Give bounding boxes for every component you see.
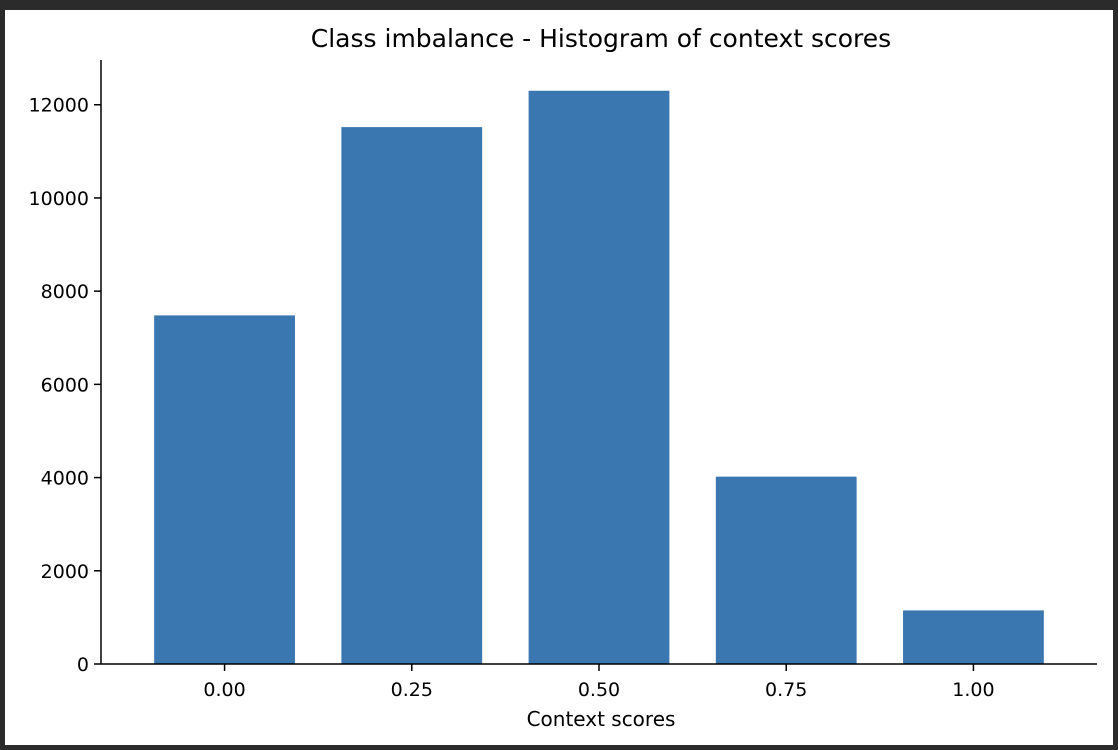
bar-0.50 — [528, 90, 670, 664]
bars-group — [154, 90, 1044, 665]
x-tick-label: 0.25 — [391, 679, 433, 701]
bar-0.00 — [154, 315, 295, 664]
x-axis: 0.00 0.25 0.50 0.75 1.00 — [101, 663, 1097, 701]
bar-0.75 — [715, 476, 857, 664]
x-tick-label: 0.75 — [765, 679, 807, 701]
y-tick-label: 4000 — [41, 468, 89, 490]
y-tick-label: 8000 — [41, 281, 89, 303]
y-ticks: 0 2000 4000 6000 8000 10000 12000 — [29, 95, 101, 676]
x-tick-label: 0.50 — [578, 679, 620, 701]
y-tick-label: 12000 — [29, 95, 89, 117]
y-tick-label: 2000 — [41, 561, 89, 583]
bar-chart: Class imbalance - Histogram of context s… — [29, 24, 1097, 731]
bar-1.00 — [903, 610, 1044, 664]
y-axis: 0 2000 4000 6000 8000 10000 12000 — [29, 60, 102, 676]
chart-canvas: Class imbalance - Histogram of context s… — [5, 10, 1113, 745]
chart-title: Class imbalance - Histogram of context s… — [311, 24, 891, 53]
x-tick-label: 1.00 — [952, 679, 994, 701]
y-tick-label: 10000 — [29, 188, 89, 210]
y-tick-label: 6000 — [41, 374, 89, 396]
x-ticks: 0.00 0.25 0.50 0.75 1.00 — [203, 664, 995, 701]
y-tick-label: 0 — [77, 654, 89, 676]
x-axis-label: Context scores — [527, 707, 676, 731]
x-tick-label: 0.00 — [203, 679, 245, 701]
bar-0.25 — [341, 127, 483, 665]
